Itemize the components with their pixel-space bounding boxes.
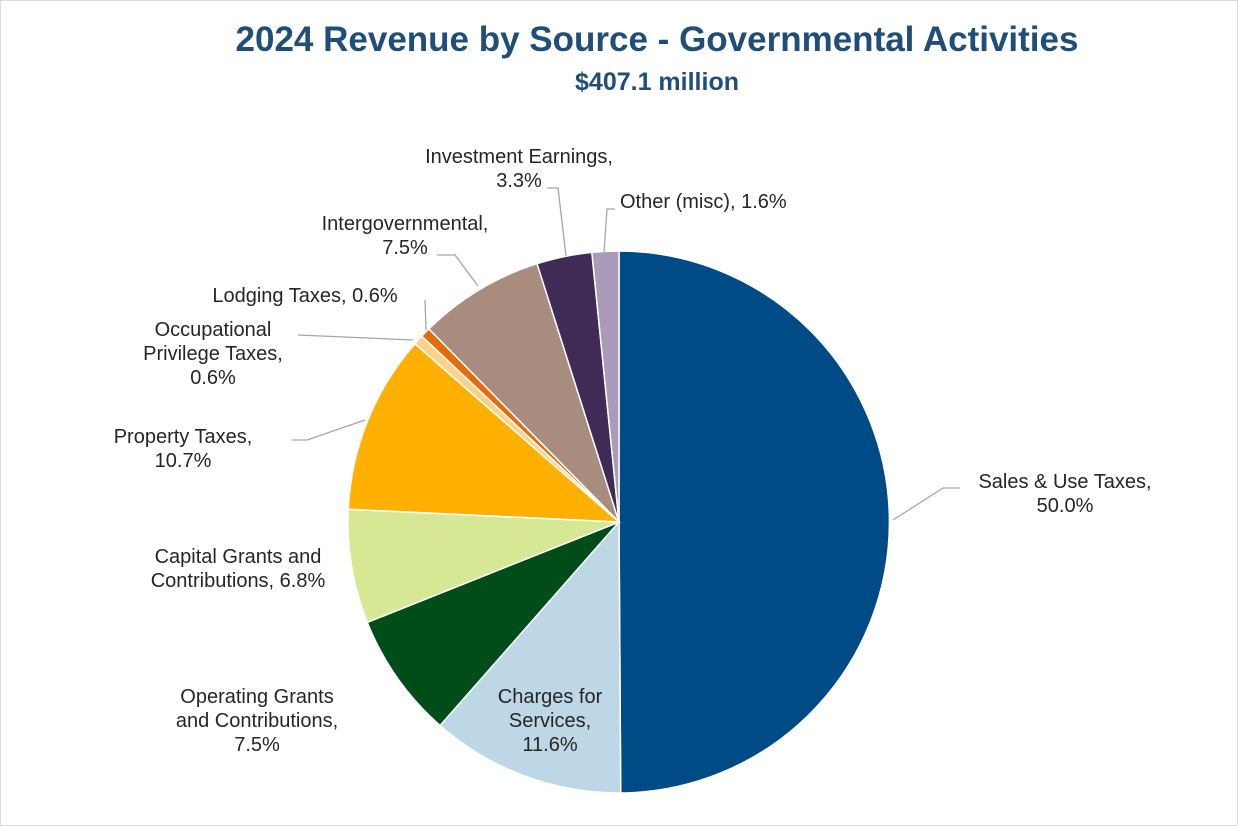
data-label-operating-grants-and-contributions: Operating Grants and Contributions, 7.5% [176,686,338,756]
data-label-intergovernmental: Intergovernmental, 7.5% [322,213,489,259]
leader-line [603,208,615,254]
pie-slice-capital-grants-and-contributions [347,508,620,624]
data-label-other-misc: Other (misc), 1.6% [620,191,787,213]
leader-line [424,299,427,331]
data-label-investment-earnings: Investment Earnings, 3.3% [425,146,613,192]
leader-line [297,334,414,341]
pie-slice-property-taxes [347,342,622,523]
data-label-charges-for-services: Charges for Services, 11.6% [498,686,603,756]
chart-subtitle: $407.1 million [575,68,739,96]
data-label-lodging-taxes: Lodging Taxes, 0.6% [212,285,398,307]
leader-line [892,487,960,521]
leader-line [292,419,366,441]
pie-slice-intergovernmental [427,262,620,523]
pie-slice-operating-grants-and-contributions [366,521,620,727]
data-label-property-taxes: Property Taxes, 10.7% [114,426,253,472]
data-label-occupational-privilege-taxes: Occupational Privilege Taxes, 0.6% [143,319,283,389]
leader-line [547,187,567,257]
data-label-capital-grants-and-contributions: Capital Grants and Contributions, 6.8% [151,546,326,592]
data-label-sales-use-taxes: Sales & Use Taxes, 50.0% [978,471,1151,517]
pie-slice-charges-for-services [439,520,622,794]
pie-slice-sales-use-taxes [618,250,891,794]
chart-title: 2024 Revenue by Source - Governmental Ac… [235,20,1079,59]
leader-line [437,254,479,287]
pie-slice-other-misc [591,250,620,523]
